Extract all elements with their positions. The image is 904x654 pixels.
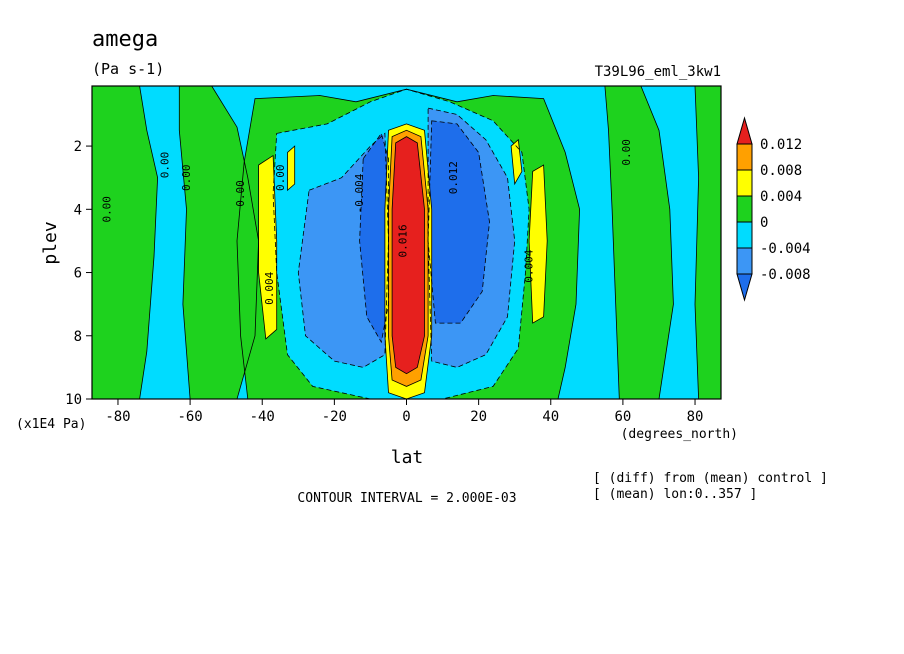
patch-yellow-north-top-contour bbox=[510, 138, 523, 186]
x-axis-units: (degrees_north) bbox=[621, 427, 738, 442]
contour-label: 0.00 bbox=[180, 164, 193, 191]
band-darkblue-south-contour bbox=[359, 132, 389, 344]
x-axis-label: lat bbox=[391, 447, 424, 468]
band-red-core bbox=[392, 136, 425, 374]
y-tick-label: 6 bbox=[74, 266, 82, 282]
band-green-south-mid bbox=[179, 86, 259, 399]
band-darkblue-north bbox=[428, 120, 490, 324]
colorbar-label: 0.004 bbox=[760, 189, 802, 205]
band-blue-south-contour bbox=[297, 132, 389, 368]
band-green-south-edge-contour bbox=[92, 86, 159, 399]
band-darkblue-south bbox=[359, 133, 389, 343]
band-yellow-core-contour bbox=[384, 123, 433, 399]
contour-label: 0.00 bbox=[101, 196, 114, 223]
contour-label: 0.004 bbox=[523, 249, 536, 282]
band-green-north-mid-contour bbox=[604, 86, 674, 399]
x-tick-label: -40 bbox=[250, 409, 275, 425]
band-orange-core-contour bbox=[388, 129, 429, 387]
colorbar-swatch bbox=[736, 195, 753, 223]
patch-yellow-south-top bbox=[287, 146, 295, 191]
contour-interval: CONTOUR INTERVAL = 2.000E-03 bbox=[297, 491, 516, 506]
contour-label: 0.004 bbox=[263, 271, 276, 304]
band-green-north-mid bbox=[604, 86, 674, 399]
colorbar-label: 0 bbox=[760, 215, 768, 231]
colorbar-label: 0.008 bbox=[760, 163, 802, 179]
colorbar-swatch bbox=[736, 169, 753, 197]
y-axis-units: (x1E4 Pa) bbox=[16, 417, 86, 432]
contour-label: 0.00 bbox=[234, 180, 247, 207]
band-green-north-edge-contour bbox=[694, 86, 721, 399]
band-green-north-edge bbox=[695, 86, 721, 399]
x-tick-label: 60 bbox=[614, 409, 631, 425]
x-tick-label: 80 bbox=[687, 409, 704, 425]
y-axis: 2 4 6 8 10 bbox=[65, 139, 92, 408]
contour-label: 0.012 bbox=[447, 161, 460, 194]
contour-label: 0.00 bbox=[158, 152, 171, 179]
band-red-core-contour bbox=[391, 136, 425, 375]
note-mean: [ (mean) lon:0..357 ] bbox=[593, 487, 757, 502]
y-tick-label: 10 bbox=[65, 392, 82, 408]
contour-label: 0.00 bbox=[274, 164, 287, 191]
contour-label: 0.016 bbox=[397, 224, 410, 257]
colorbar-label: 0.012 bbox=[760, 137, 802, 153]
x-tick-label: -80 bbox=[105, 409, 130, 425]
y-tick-label: 2 bbox=[74, 139, 82, 155]
band-green-south-mid-contour bbox=[178, 86, 260, 399]
patch-yellow-south-contour bbox=[258, 154, 278, 340]
y-tick-label: 4 bbox=[74, 202, 82, 218]
x-tick-label: -60 bbox=[177, 409, 202, 425]
patch-yellow-south bbox=[258, 155, 277, 339]
patch-yellow-south-top-contour bbox=[287, 145, 296, 192]
band-blue-north-contour bbox=[427, 107, 516, 368]
x-tick-label: 20 bbox=[470, 409, 487, 425]
plot-area: 0.00 0.00 0.00 0.00 0.00 0.00 0.004 0.004 0.016 -… bbox=[92, 86, 721, 399]
colorbar-swatch bbox=[736, 273, 753, 302]
y-axis-label: plev bbox=[40, 221, 61, 264]
colorbar: -0.008 -0.004 0 0.004 0.008 0.012 bbox=[736, 116, 811, 302]
run-label: T39L96_eml_3kw1 bbox=[595, 64, 721, 80]
band-green-south-edge bbox=[92, 86, 158, 399]
contour-label: 0.00 bbox=[620, 139, 633, 166]
band-cyan-center-contour bbox=[272, 88, 530, 399]
colorbar-swatch bbox=[736, 247, 753, 275]
chart-units: (Pa s-1) bbox=[92, 60, 164, 78]
x-tick-label: 40 bbox=[542, 409, 559, 425]
colorbar-label: -0.008 bbox=[760, 267, 811, 283]
x-tick-label: 0 bbox=[402, 409, 410, 425]
colorbar-swatch bbox=[736, 143, 753, 171]
y-tick-label: 8 bbox=[74, 329, 82, 345]
note-diff: [ (diff) from (mean) control ] bbox=[593, 471, 828, 486]
patch-yellow-north bbox=[529, 165, 548, 324]
colorbar-swatch bbox=[736, 221, 753, 249]
chart-title: amega bbox=[92, 27, 158, 52]
colorbar-swatch bbox=[736, 116, 753, 145]
x-tick-label: -20 bbox=[322, 409, 347, 425]
band-green-center-contour bbox=[236, 88, 581, 399]
contour-label: -0.004 bbox=[353, 173, 366, 213]
colorbar-label: -0.004 bbox=[760, 241, 811, 257]
band-darkblue-north-contour bbox=[427, 120, 490, 324]
x-axis: -80 -60 -40 -20 0 20 40 60 80 bbox=[105, 399, 703, 425]
patch-yellow-north-contour bbox=[528, 164, 548, 324]
